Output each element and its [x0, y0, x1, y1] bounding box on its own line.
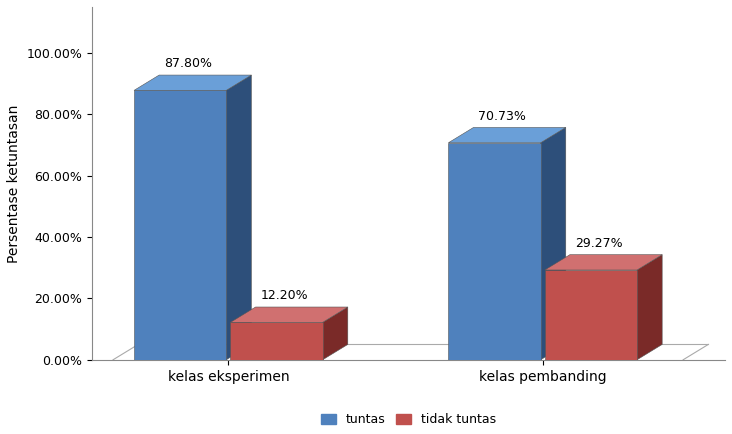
Polygon shape [449, 143, 541, 360]
Polygon shape [134, 90, 226, 360]
Text: 70.73%: 70.73% [478, 110, 526, 123]
Polygon shape [637, 255, 662, 360]
Polygon shape [134, 75, 251, 90]
Polygon shape [226, 75, 251, 360]
Polygon shape [545, 255, 662, 270]
Polygon shape [231, 307, 348, 322]
Y-axis label: Persentase ketuntasan: Persentase ketuntasan [7, 104, 21, 263]
Text: 12.20%: 12.20% [261, 289, 308, 302]
Text: 87.80%: 87.80% [164, 57, 212, 70]
Polygon shape [449, 128, 566, 143]
Polygon shape [541, 128, 566, 360]
Polygon shape [545, 270, 637, 360]
Polygon shape [231, 322, 323, 360]
Polygon shape [323, 307, 348, 360]
Legend: tuntas, tidak tuntas: tuntas, tidak tuntas [316, 408, 501, 431]
Text: 29.27%: 29.27% [575, 237, 622, 250]
